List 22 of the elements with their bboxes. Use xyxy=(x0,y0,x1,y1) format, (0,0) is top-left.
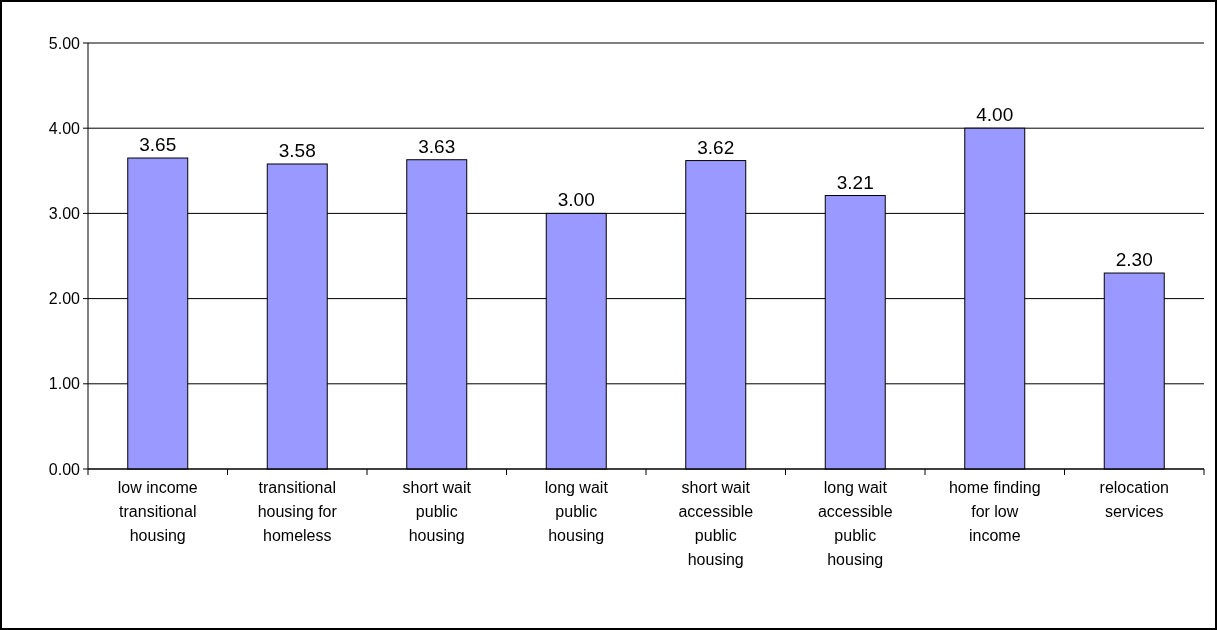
y-tick-label: 4.00 xyxy=(48,119,81,137)
y-tick-label: 3.00 xyxy=(48,205,81,222)
x-tick-label: home finding for low income xyxy=(948,479,1041,544)
x-tick-label: short wait public housing xyxy=(402,479,472,544)
x-tick-label: transitional housing for homeless xyxy=(257,479,338,544)
x-tick-label: relocation services xyxy=(1099,479,1169,520)
data-label: 3.21 xyxy=(836,171,874,193)
data-label: 3.65 xyxy=(139,134,177,156)
data-label: 3.63 xyxy=(418,135,456,157)
x-tick-label: low income transitional housing xyxy=(117,479,198,544)
y-tick-label: 1.00 xyxy=(48,375,81,393)
data-label: 3.58 xyxy=(278,139,316,161)
x-tick-label: long wait public housing xyxy=(544,479,609,544)
x-tick-label: short wait accessible public housing xyxy=(678,479,754,568)
y-tick-label: 5.00 xyxy=(48,34,81,52)
data-label: 4.00 xyxy=(976,104,1014,126)
y-tick-label: 2.00 xyxy=(48,290,81,308)
y-tick-label: 0.00 xyxy=(48,460,81,478)
x-tick-label: long wait accessible public housing xyxy=(817,479,893,568)
data-label: 3.00 xyxy=(557,189,595,211)
data-label: 3.62 xyxy=(697,136,735,158)
data-label: 2.30 xyxy=(1115,249,1153,271)
